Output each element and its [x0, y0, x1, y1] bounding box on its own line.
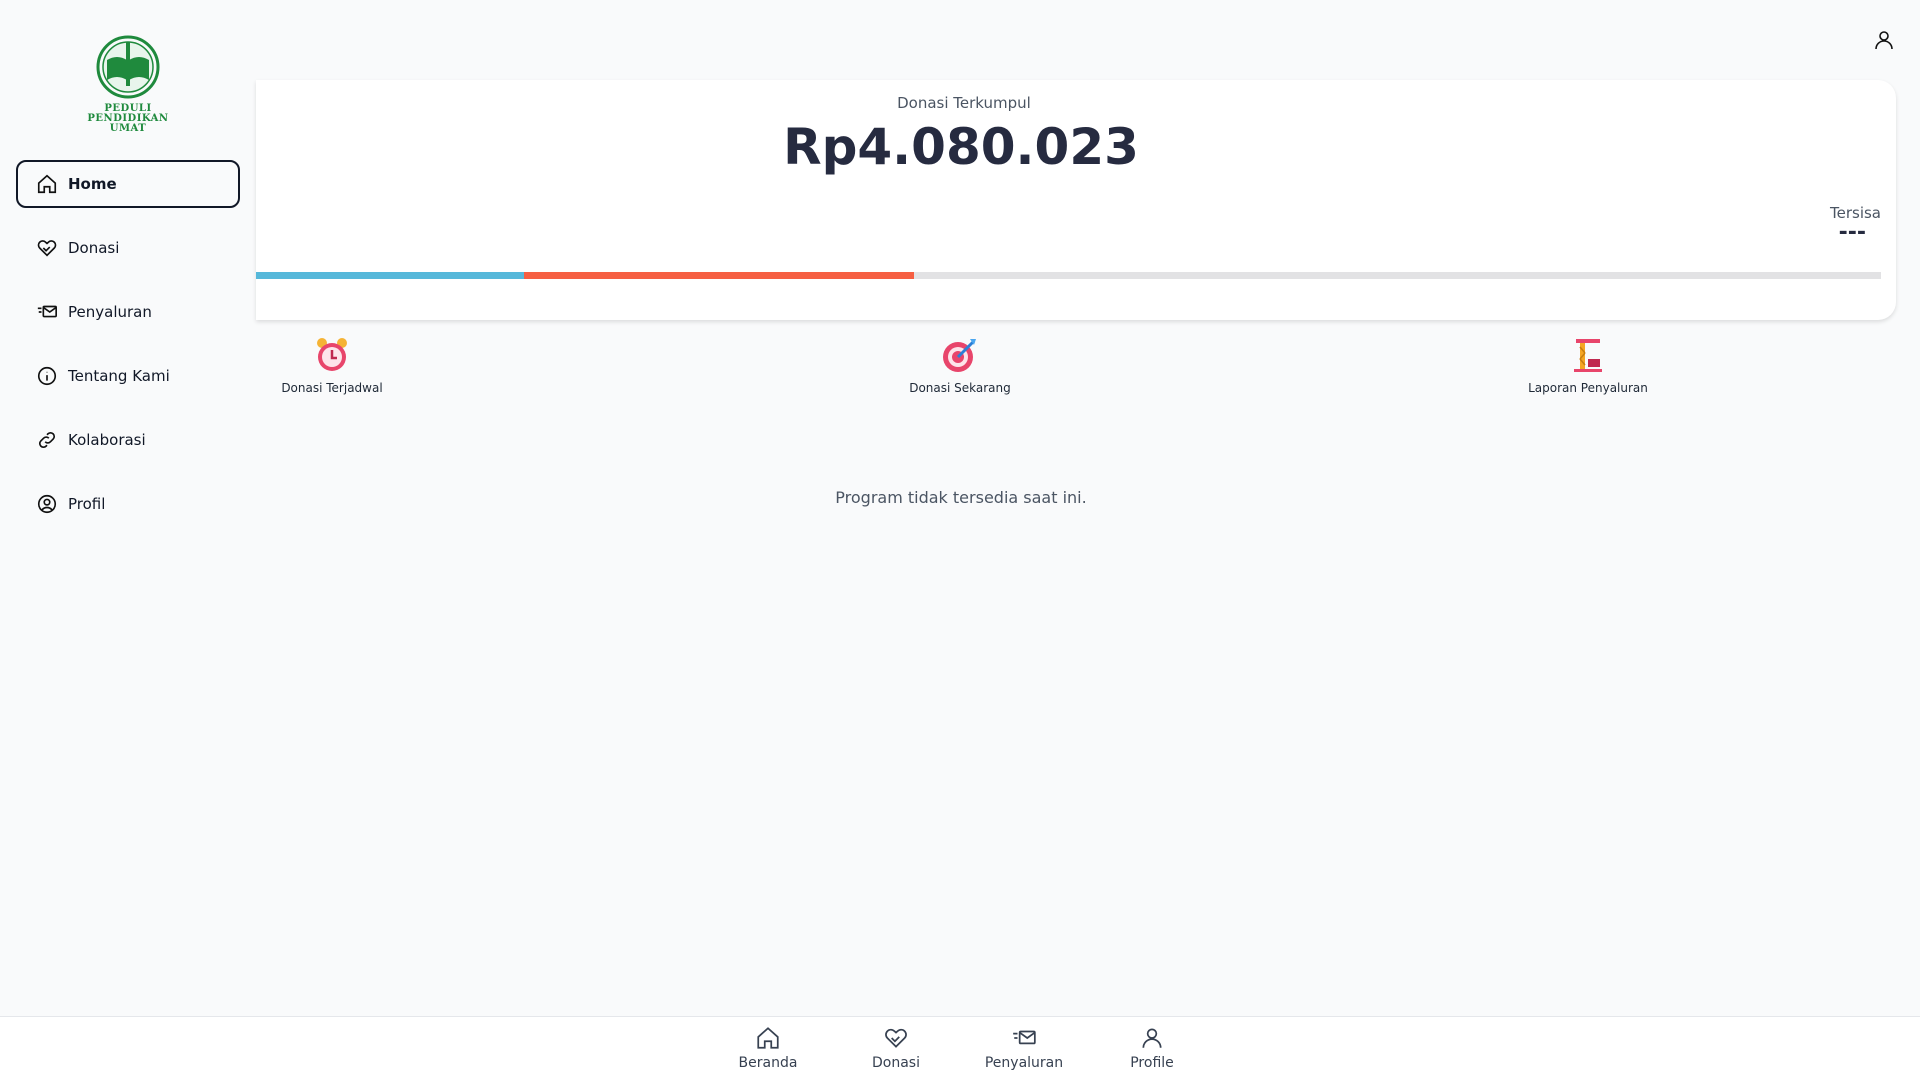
sidebar-item-label: Profil	[68, 495, 106, 513]
donation-progress-bar	[256, 272, 1881, 279]
alarm-clock-icon	[317, 338, 347, 371]
sidebar-item-label: Tentang Kami	[68, 367, 170, 385]
home-icon	[757, 1027, 779, 1049]
user-circle-icon	[37, 494, 57, 514]
bottom-nav: Beranda Donasi Penyaluran Profile	[0, 1016, 1920, 1080]
sidebar-item-penyaluran[interactable]: Penyaluran	[16, 288, 240, 336]
action-label: Donasi Terjadwal	[281, 381, 383, 395]
remaining-value: ---	[1838, 220, 1866, 245]
sidebar-item-label: Penyaluran	[68, 303, 152, 321]
user-icon[interactable]	[1872, 28, 1896, 52]
sidebar-item-home[interactable]: Home	[16, 160, 240, 208]
laporan-penyaluran-button[interactable]: Laporan Penyaluran	[1488, 335, 1688, 395]
donasi-terjadwal-button[interactable]: Donasi Terjadwal	[232, 335, 432, 395]
info-icon	[37, 366, 57, 386]
donation-amount: Rp4.080.023	[783, 118, 1139, 176]
empty-program-message: Program tidak tersedia saat ini.	[835, 488, 1087, 507]
sidebar-item-profil[interactable]: Profil	[16, 480, 240, 528]
quick-actions: Donasi Terjadwal Donasi Sekarang Laporan…	[256, 335, 1896, 405]
bottom-nav-penyaluran[interactable]: Penyaluran	[974, 1025, 1074, 1071]
send-mail-icon	[37, 305, 57, 318]
action-label: Laporan Penyaluran	[1528, 381, 1648, 395]
bottom-nav-label: Donasi	[872, 1055, 920, 1071]
bottom-nav-beranda[interactable]: Beranda	[718, 1025, 818, 1071]
bottom-nav-profile[interactable]: Profile	[1102, 1025, 1202, 1071]
sidebar-item-donasi[interactable]: Donasi	[16, 224, 240, 272]
bottom-nav-donasi[interactable]: Donasi	[846, 1025, 946, 1071]
link-icon	[38, 431, 56, 449]
remaining-label: Tersisa	[1830, 204, 1881, 222]
heart-hand-icon	[885, 1028, 907, 1048]
sidebar: PEDULI PENDIDIKAN UMAT Home Donasi Penya…	[0, 0, 256, 1016]
sidebar-item-tentang-kami[interactable]: Tentang Kami	[16, 352, 240, 400]
bottom-nav-label: Profile	[1130, 1055, 1174, 1071]
bottom-nav-label: Beranda	[738, 1055, 798, 1071]
donation-summary-card: Donasi Terkumpul Rp4.080.023 Tersisa ---	[256, 80, 1896, 320]
action-label: Donasi Sekarang	[909, 381, 1011, 395]
bottom-nav-label: Penyaluran	[984, 1055, 1064, 1071]
logo-emblem-icon	[96, 35, 160, 99]
donation-collected-label: Donasi Terkumpul	[897, 94, 1031, 112]
sidebar-item-label: Kolaborasi	[68, 431, 146, 449]
logo-line: UMAT	[109, 123, 147, 134]
donasi-sekarang-button[interactable]: Donasi Sekarang	[860, 335, 1060, 395]
progress-segment	[256, 272, 525, 279]
user-icon	[1142, 1028, 1162, 1048]
heart-hand-icon	[37, 240, 57, 257]
logo-line: PENDIDIKAN	[87, 113, 169, 124]
logo-text: PEDULI PENDIDIKAN UMAT	[84, 104, 172, 134]
target-icon	[943, 339, 976, 372]
sidebar-item-label: Home	[68, 175, 117, 193]
progress-segment	[524, 272, 915, 279]
home-icon	[37, 174, 57, 194]
sidebar-item-label: Donasi	[68, 239, 120, 257]
sidebar-item-kolaborasi[interactable]: Kolaborasi	[16, 416, 240, 464]
logo[interactable]: PEDULI PENDIDIKAN UMAT	[84, 34, 172, 134]
crane-icon	[1574, 339, 1602, 372]
send-mail-icon	[1013, 1030, 1036, 1045]
logo-line: PEDULI	[104, 103, 152, 114]
